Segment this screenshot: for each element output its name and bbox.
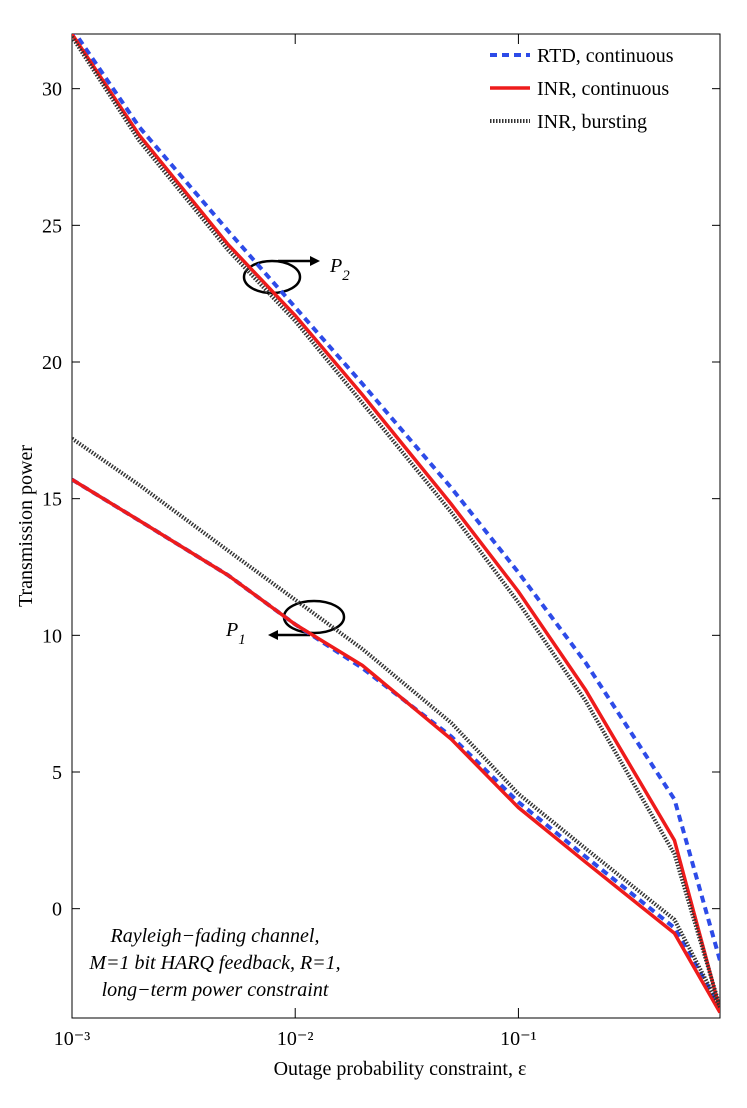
series-line <box>72 478 720 1014</box>
note: Rayleigh−fading channel, M=1 bit HARQ fe… <box>88 925 340 1001</box>
y-tick-label: 20 <box>42 352 62 374</box>
p2-sub: 2 <box>342 268 350 284</box>
note-line: long−term power constraint <box>102 979 329 1001</box>
legend-label: INR, continuous <box>537 78 669 100</box>
p2-text: P <box>329 255 342 277</box>
series-line <box>72 436 720 1008</box>
y-tick-label: 5 <box>52 762 62 784</box>
y-tick-label: 0 <box>52 899 62 921</box>
p1-label: P1 <box>225 619 246 648</box>
note-line: M=1 bit HARQ feedback, R=1, <box>88 952 340 974</box>
y-tick-label: 10 <box>42 625 62 647</box>
y-tick-label: 15 <box>42 489 62 511</box>
legend-label: INR, bursting <box>537 111 647 133</box>
y-tick-label: 30 <box>42 79 62 101</box>
plot-area <box>71 33 721 1019</box>
p2-label: P2 <box>329 255 350 284</box>
y-tick-label: 25 <box>42 215 62 237</box>
p1-sub: 1 <box>238 632 246 648</box>
p1-text: P <box>225 619 238 641</box>
x-tick-label: 10⁻¹ <box>500 1028 537 1050</box>
x-tick-label: 10⁻³ <box>54 1028 91 1050</box>
legend-label: RTD, continuous <box>537 45 674 67</box>
note-line: Rayleigh−fading channel, <box>109 925 319 947</box>
x-axis-label: Outage probability constraint, ε <box>274 1058 527 1080</box>
y-axis-label: Transmission power <box>15 445 37 607</box>
series-line <box>72 34 720 1011</box>
x-tick-label: 10⁻² <box>277 1028 314 1050</box>
